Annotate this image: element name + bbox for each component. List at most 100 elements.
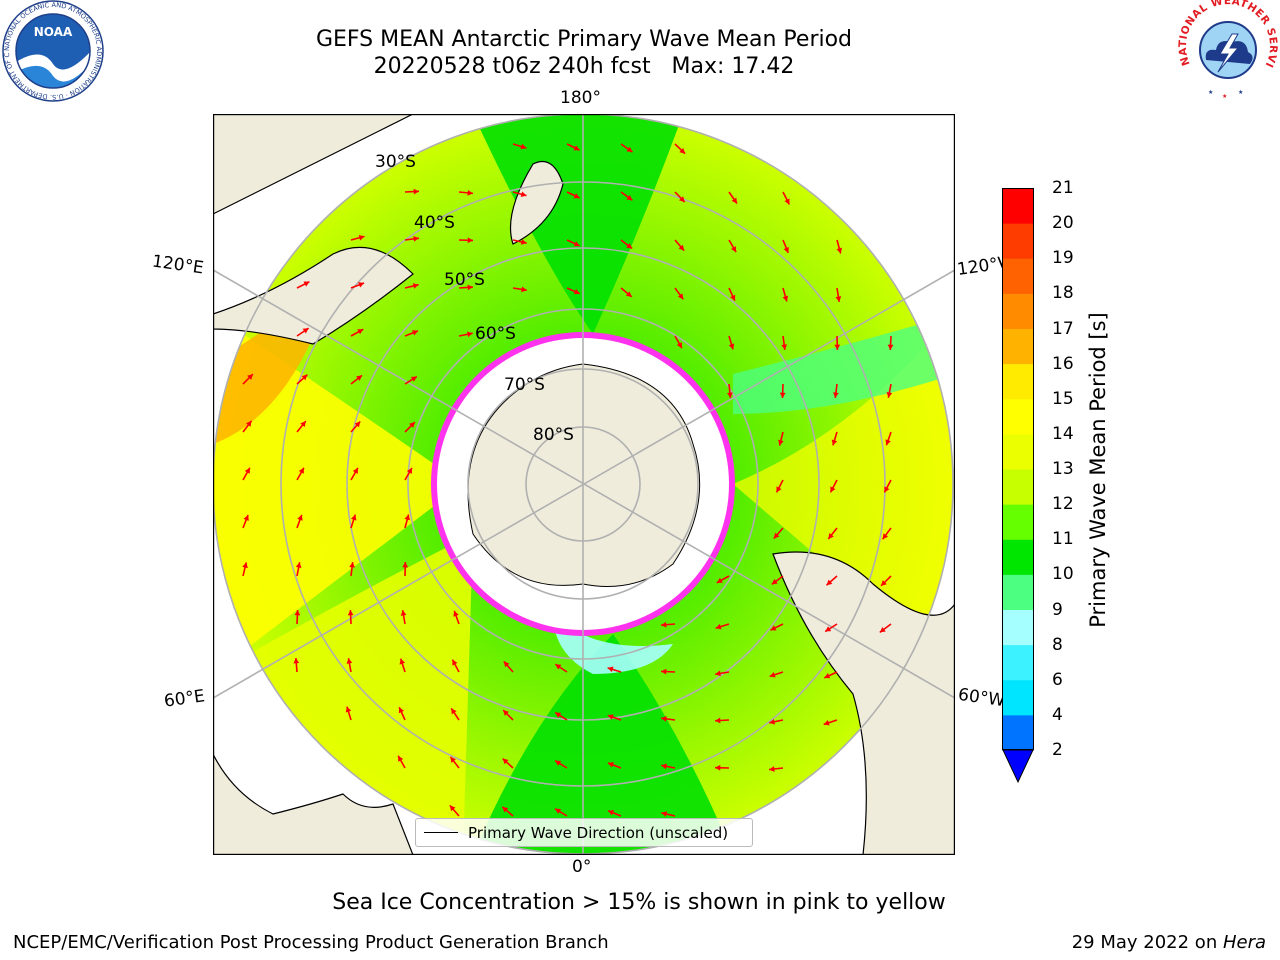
svg-text:★: ★ (1238, 89, 1243, 96)
lon-label-120e: 120°E (150, 251, 205, 279)
chart-subtitle: 20220528 t06z 240h fcst Max: 17.42 (373, 54, 795, 79)
wave-arrow-head (661, 716, 667, 722)
colorbar-segment (1002, 574, 1034, 610)
colorbar-tick-label: 20 (1052, 213, 1074, 234)
wave-arrow-head (356, 375, 363, 381)
colorbar-tick-label: 2 (1052, 740, 1063, 760)
wave-arrow-head (410, 376, 417, 382)
wave-arrow-head (398, 755, 404, 762)
map-legend: Primary Wave Direction (unscaled) (415, 818, 753, 847)
footer-date-text: 29 May 2022 on (1071, 932, 1223, 953)
wave-arrow-head (358, 234, 365, 241)
wave-arrow-head (607, 762, 614, 768)
wave-arrow-head (467, 189, 473, 196)
wave-arrow-head (887, 344, 894, 350)
wave-arrow-head (293, 658, 300, 664)
wave-arrow-head (661, 811, 668, 817)
wave-arrow-head (297, 514, 303, 521)
colorbar-segment (1002, 433, 1034, 470)
colorbar-label: Primary Wave Mean Period [s] (1086, 312, 1110, 628)
wave-arrow-head (679, 147, 686, 154)
wave-arrow-head (661, 668, 667, 675)
wave-arrow-head (833, 392, 839, 398)
wave-arrow-head (879, 626, 886, 633)
colorbar-tick-label: 13 (1052, 459, 1074, 479)
wave-arrow-head (730, 246, 737, 253)
lat-label-70s: 70°S (504, 375, 545, 395)
svg-text:NOAA: NOAA (34, 25, 73, 39)
colorbar-segment (1002, 328, 1034, 365)
wave-arrow-head (302, 328, 309, 334)
footer-date: 29 May 2022 on Hera (1072, 932, 1266, 953)
wave-arrow-head (770, 625, 777, 631)
wave-arrow-head (303, 281, 310, 287)
colorbar-tick-label: 18 (1052, 283, 1074, 304)
wave-arrow-head (573, 145, 580, 151)
wave-arrow-head (247, 374, 253, 380)
wave-arrow-head (467, 331, 473, 338)
wave-arrow-head (779, 392, 786, 398)
wave-arrow-head (412, 283, 419, 289)
colorbar-segment (1002, 679, 1034, 716)
wave-arrow-head (783, 247, 789, 253)
wave-arrow-head (349, 562, 355, 568)
wave-arrow-head (295, 562, 302, 568)
national-weather-service-logo: NATIONAL WEATHER SERVICE ★ ★ ★ (1176, 0, 1279, 100)
wave-arrow-head (573, 241, 580, 247)
colorbar-tick-label: 6 (1052, 669, 1063, 690)
wave-arrow-head (399, 658, 406, 665)
legend-line-swatch (424, 832, 458, 833)
colorbar-tick-label: 11 (1052, 529, 1074, 550)
wave-arrow-head (451, 708, 457, 715)
wave-arrow-head (826, 579, 833, 586)
wave-arrow-head (834, 344, 841, 350)
colorbar-segment (1002, 714, 1034, 751)
lat-label-40s: 40°S (414, 213, 455, 233)
colorbar-tick-label: 16 (1052, 353, 1074, 374)
colorbar-segment (1002, 644, 1034, 681)
wave-arrow-head (412, 330, 419, 336)
noaa-logo: NATIONAL OCEANIC AND ATMOSPHERIC ADMINIS… (2, 0, 104, 102)
wave-arrow-head (715, 670, 721, 677)
wave-arrow-head (831, 439, 838, 446)
wave-arrow-head (715, 623, 722, 630)
wave-arrow-head (450, 756, 456, 763)
wave-arrow-head (678, 196, 685, 203)
wave-arrow-head (884, 486, 890, 493)
wave-arrow-head (769, 766, 775, 772)
wave-arrow-head (555, 760, 562, 766)
colorbar-segment (1002, 539, 1034, 575)
colorbar-tick-label: 14 (1052, 423, 1074, 444)
wave-arrow-head (573, 288, 580, 295)
wave-arrow-head (769, 671, 776, 678)
wave-arrow-head (294, 610, 301, 616)
colorbar (1002, 188, 1034, 784)
colorbar-tick-label: 19 (1052, 248, 1074, 269)
wave-arrow-head (402, 562, 409, 568)
wave-arrow-head (782, 295, 789, 302)
colorbar-segment (1002, 609, 1034, 646)
wave-arrow-head (520, 191, 527, 198)
wave-arrow-head (769, 718, 776, 725)
wave-arrow-head (406, 467, 412, 474)
wave-arrow-head (727, 392, 733, 398)
wave-arrow-head (467, 284, 473, 291)
wave-arrow-head (502, 806, 509, 813)
wave-arrow-head (881, 580, 887, 586)
wave-arrow-head (608, 810, 614, 816)
colorbar-tick-label: 8 (1052, 634, 1063, 655)
wave-arrow-head (467, 237, 473, 244)
wave-arrow-head (677, 293, 684, 300)
wave-arrow-head (555, 712, 562, 718)
wave-arrow-head (823, 720, 830, 726)
lat-label-50s: 50°S (444, 270, 485, 290)
wave-arrow-head (678, 244, 685, 251)
wave-arrow-head (520, 239, 527, 245)
wave-arrow-head (715, 717, 721, 724)
colorbar-tick-label: 15 (1052, 388, 1074, 409)
wave-arrow-head (828, 533, 834, 539)
wave-arrow-head (715, 764, 721, 771)
wave-arrow-head (398, 707, 405, 714)
wave-arrow-head (835, 296, 842, 302)
wave-arrow-head (607, 714, 614, 720)
